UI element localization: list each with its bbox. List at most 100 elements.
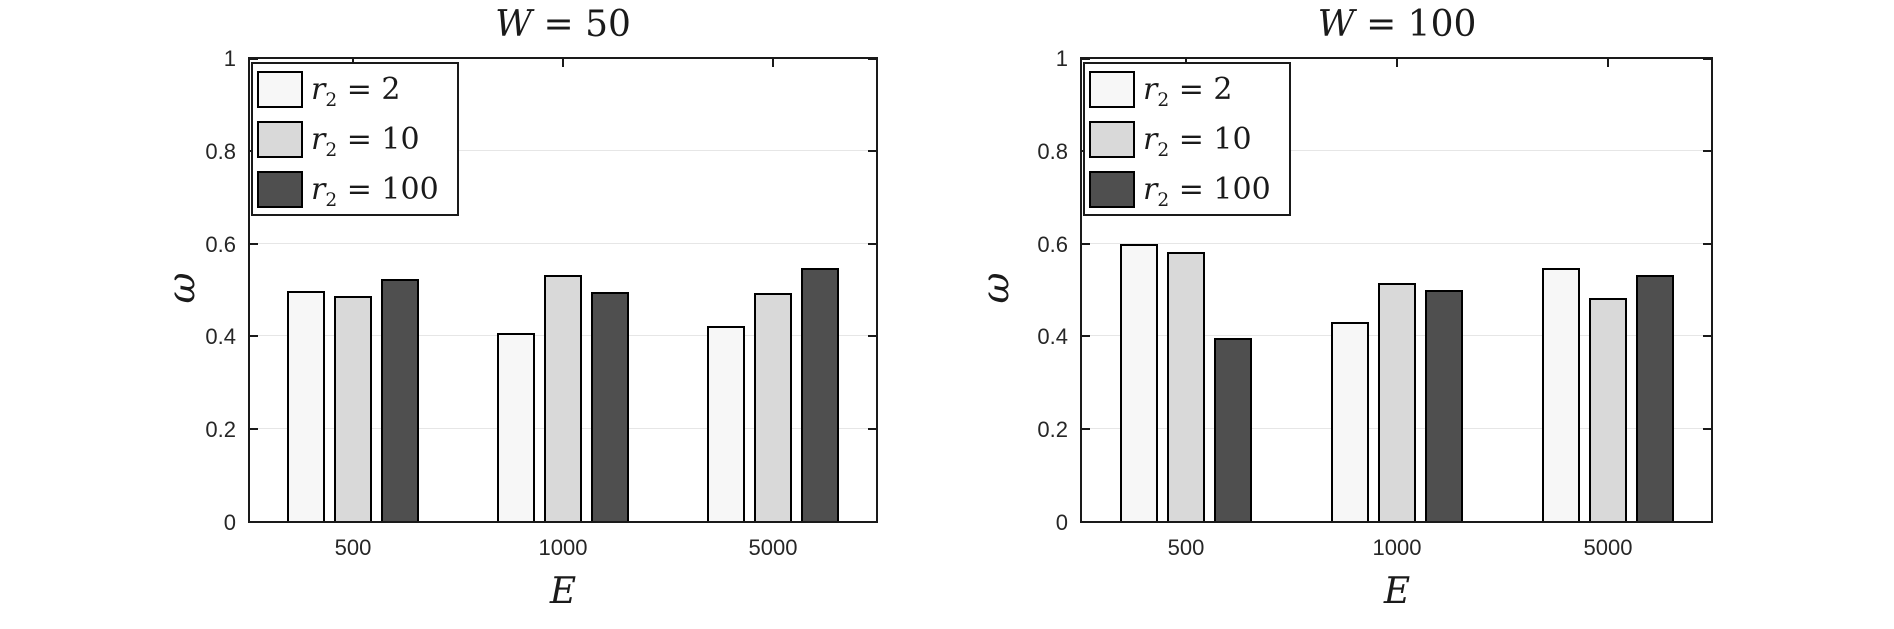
legend-value: = 10 [1169,122,1252,157]
y-axis-tick-mirror [868,150,876,152]
y-axis-tick-mirror [868,58,876,60]
y-tick-label: 0.4 [205,324,236,349]
legend-value: = 2 [337,72,401,107]
y-tick-label: 0.2 [205,417,236,442]
gridline [250,243,876,244]
legend-swatch [257,121,303,158]
y-tick-label: 0.4 [1037,324,1068,349]
y-tick-label: 0.6 [1037,232,1068,257]
legend-variable: r [1143,172,1158,207]
legend-value: = 100 [1169,172,1271,207]
y-axis-label: ω [973,272,1018,304]
legend-label: r2 = 2 [311,72,400,119]
y-axis-tick-mirror [1703,58,1711,60]
bar [801,268,839,521]
legend-subscript: 2 [325,190,338,211]
y-tick-label: 0 [223,510,236,535]
legend-label: r2 = 100 [311,172,439,219]
bar [1167,252,1205,521]
y-axis-tick-mirror [868,335,876,337]
bar [707,326,745,521]
x-axis-label: E [1383,571,1411,612]
chart-title: W = 50 [363,4,763,45]
x-tick-label: 1000 [1372,535,1422,560]
bar [497,333,535,521]
plot-area [248,57,878,523]
legend: r2 = 2 r2 = 10 r2 = 100 [251,62,459,216]
y-tick-label: 0.8 [205,139,236,164]
title-value: = 50 [532,4,631,45]
bar [1331,322,1369,521]
legend-label: r2 = 10 [1143,122,1252,169]
y-axis-tick-mirror [868,428,876,430]
x-axis-tick-mirror [1396,59,1398,67]
title-variable: W [1317,4,1355,45]
legend-label: r2 = 100 [1143,172,1271,219]
legend-swatch [1089,71,1135,108]
legend-variable: r [1143,72,1158,107]
legend-value: = 100 [337,172,439,207]
y-axis-label: ω [159,272,204,304]
legend-subscript: 2 [325,90,338,111]
legend-subscript: 2 [1157,90,1170,111]
x-axis-tick-mirror [1607,59,1609,67]
bar [1425,290,1463,521]
x-tick-label: 500 [334,535,372,560]
bar [544,275,582,521]
bar [287,291,325,521]
y-tick-label: 0.2 [1037,417,1068,442]
y-axis-tick [250,428,258,430]
y-axis-tick-mirror [1703,150,1711,152]
x-axis-label: E [549,571,577,612]
bar [1542,268,1580,521]
x-tick-label: 5000 [1583,535,1633,560]
legend-variable: r [311,72,326,107]
bar [1214,338,1252,521]
y-axis-tick-mirror [1703,335,1711,337]
legend-swatch [257,71,303,108]
bar [1120,244,1158,521]
gridline [250,150,876,151]
bar [754,293,792,521]
chart-title: W = 100 [1197,4,1597,45]
y-axis-tick-mirror [1703,243,1711,245]
legend-value: = 10 [337,122,420,157]
bar [591,292,629,521]
x-axis-tick-mirror [772,59,774,67]
gridline [1082,150,1711,151]
bar [1378,283,1416,521]
y-axis-tick [1082,428,1090,430]
x-axis-tick-mirror [562,59,564,67]
title-variable: W [495,4,533,45]
y-axis-tick [1082,58,1090,60]
legend-label: r2 = 2 [1143,72,1232,119]
y-tick-label: 0 [1055,510,1068,535]
bar [381,279,419,521]
y-axis-tick-mirror [868,243,876,245]
y-axis-tick [250,335,258,337]
y-tick-label: 1 [1055,46,1068,71]
y-axis-tick [1082,335,1090,337]
legend-value: = 2 [1169,72,1233,107]
y-tick-label: 0.8 [1037,139,1068,164]
legend-variable: r [1143,122,1158,157]
legend-subscript: 2 [1157,190,1170,211]
title-value: = 100 [1354,4,1477,45]
y-axis-tick-mirror [1703,428,1711,430]
y-tick-label: 0.6 [205,232,236,257]
legend-variable: r [311,122,326,157]
legend-label: r2 = 10 [311,122,420,169]
x-tick-label: 5000 [748,535,798,560]
y-axis-tick [250,58,258,60]
x-tick-label: 500 [1167,535,1205,560]
legend-swatch [257,171,303,208]
legend-variable: r [311,172,326,207]
bar [1636,275,1674,521]
legend-subscript: 2 [325,140,338,161]
legend: r2 = 2 r2 = 10 r2 = 100 [1083,62,1291,216]
gridline [1082,243,1711,244]
y-tick-label: 1 [223,46,236,71]
legend-subscript: 2 [1157,140,1170,161]
bar [334,296,372,521]
